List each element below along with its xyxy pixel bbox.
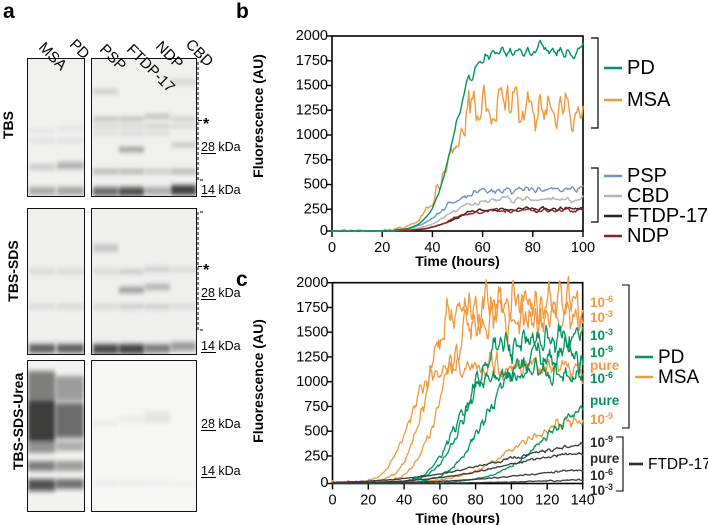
svg-text:2000: 2000 (296, 28, 328, 44)
svg-text:80: 80 (468, 493, 484, 509)
svg-text:250: 250 (304, 201, 328, 217)
svg-text:MSA: MSA (627, 89, 671, 111)
svg-text:10-6: 10-6 (590, 467, 613, 483)
svg-text:60: 60 (432, 493, 448, 509)
svg-text:40: 40 (396, 493, 412, 509)
svg-text:MSA: MSA (658, 367, 700, 388)
svg-text:CBD: CBD (627, 185, 669, 207)
svg-text:750: 750 (304, 399, 328, 415)
svg-text:60: 60 (475, 240, 491, 256)
svg-text:pure: pure (590, 451, 620, 466)
svg-text:10-9: 10-9 (590, 434, 613, 450)
svg-text:1000: 1000 (296, 374, 328, 390)
svg-text:1000: 1000 (296, 127, 328, 143)
svg-text:20: 20 (360, 493, 376, 509)
svg-text:10-6: 10-6 (590, 294, 613, 310)
svg-text:500: 500 (304, 424, 328, 440)
svg-text:FTDP-17: FTDP-17 (627, 205, 708, 227)
svg-text:20: 20 (374, 240, 390, 256)
svg-text:1750: 1750 (296, 300, 328, 316)
svg-text:PSP: PSP (627, 165, 667, 187)
svg-text:1500: 1500 (296, 325, 328, 341)
svg-text:0: 0 (328, 240, 336, 256)
svg-text:40: 40 (424, 240, 440, 256)
svg-text:100: 100 (499, 493, 523, 509)
svg-text:PD: PD (627, 57, 655, 79)
svg-text:10-9: 10-9 (590, 411, 613, 427)
svg-text:500: 500 (304, 177, 328, 193)
svg-text:1750: 1750 (296, 53, 328, 69)
svg-text:0: 0 (328, 493, 336, 509)
svg-text:80: 80 (525, 240, 541, 256)
svg-text:2000: 2000 (296, 275, 328, 291)
svg-text:FTDP-17: FTDP-17 (648, 456, 708, 473)
svg-text:PD: PD (658, 347, 684, 368)
svg-text:1500: 1500 (296, 78, 328, 94)
svg-text:750: 750 (304, 152, 328, 168)
svg-text:10-3: 10-3 (590, 309, 613, 325)
svg-text:120: 120 (535, 493, 559, 509)
svg-text:NDP: NDP (627, 225, 669, 247)
svg-text:10-3: 10-3 (590, 327, 613, 343)
svg-text:250: 250 (304, 448, 328, 464)
svg-text:100: 100 (571, 240, 595, 256)
svg-text:10-6: 10-6 (590, 370, 613, 386)
svg-text:10-3: 10-3 (590, 482, 613, 498)
svg-text:1250: 1250 (296, 349, 328, 365)
svg-text:1250: 1250 (296, 102, 328, 118)
svg-text:pure: pure (590, 393, 620, 408)
